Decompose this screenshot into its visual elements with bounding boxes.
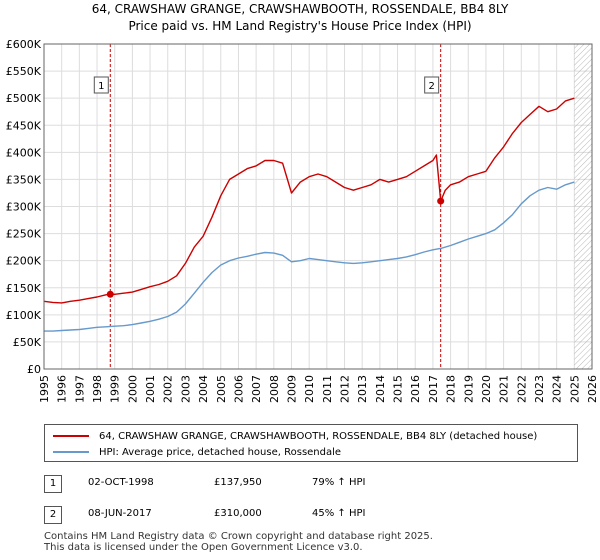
x-tick-label: 2005 <box>215 375 228 403</box>
y-tick-label: £250K <box>6 228 42 241</box>
y-tick-label: £0 <box>27 363 41 376</box>
marker-label: 1 <box>98 81 104 92</box>
legend: 64, CRAWSHAW GRANGE, CRAWSHAWBOOTH, ROSS… <box>44 424 578 462</box>
chart-title: 64, CRAWSHAW GRANGE, CRAWSHAWBOOTH, ROSS… <box>91 2 509 16</box>
y-tick-label: £50K <box>13 336 42 349</box>
transaction-marker-id: 1 <box>44 475 62 493</box>
y-tick-label: £200K <box>6 255 42 268</box>
x-tick-label: 2002 <box>162 375 175 403</box>
y-tick-label: £300K <box>6 201 42 214</box>
x-tick-label: 2013 <box>356 375 369 403</box>
transaction-hpi-change: 79% ↑ HPI <box>312 477 366 488</box>
marker-point <box>106 290 114 298</box>
y-tick-label: £100K <box>6 309 42 322</box>
series-line-hpi <box>44 181 575 332</box>
x-tick-label: 2015 <box>392 375 405 403</box>
legend-label-hpi: HPI: Average price, detached house, Ross… <box>99 446 342 458</box>
x-tick-label: 2007 <box>250 375 263 403</box>
future-hatch-region <box>574 44 592 369</box>
x-tick-label: 2019 <box>462 375 475 403</box>
transaction-hpi-change: 45% ↑ HPI <box>312 508 366 519</box>
marker-label-box <box>93 76 109 94</box>
x-tick-label: 2010 <box>303 375 316 403</box>
transaction-date: 02-OCT-1998 <box>88 477 154 488</box>
plot-frame <box>43 43 593 370</box>
y-tick-label: £500K <box>6 92 42 105</box>
chart-subtitle: Price paid vs. HM Land Registry's House … <box>128 19 472 33</box>
x-tick-label: 1997 <box>73 375 86 403</box>
legend-swatch-hpi <box>53 451 89 453</box>
x-tick-label: 1995 <box>38 375 51 403</box>
y-tick-label: £350K <box>6 173 42 186</box>
x-tick-label: 2020 <box>480 375 493 403</box>
marker-label-box <box>424 76 440 94</box>
x-tick-label: 2008 <box>268 375 281 403</box>
x-tick-label: 1999 <box>109 375 122 403</box>
transaction-price: £137,950 <box>214 477 262 488</box>
y-tick-label: £550K <box>6 65 42 78</box>
x-tick-label: 2022 <box>515 375 528 403</box>
y-tick-label: £600K <box>6 38 42 51</box>
x-tick-label: 2024 <box>551 375 564 403</box>
transaction-marker-id: 2 <box>44 506 62 524</box>
legend-label-property: 64, CRAWSHAW GRANGE, CRAWSHAWBOOTH, ROSS… <box>99 430 538 442</box>
transaction-price: £310,000 <box>214 508 262 519</box>
marker-label: 2 <box>428 81 434 92</box>
x-tick-label: 2003 <box>179 375 192 403</box>
footer-copyright: Contains HM Land Registry data © Crown c… <box>44 531 433 542</box>
y-tick-label: £450K <box>6 119 42 132</box>
x-tick-label: 2000 <box>126 375 139 403</box>
x-tick-label: 2016 <box>409 375 422 403</box>
x-tick-label: 2018 <box>445 375 458 403</box>
legend-item-hpi: HPI: Average price, detached house, Ross… <box>53 445 341 459</box>
x-tick-label: 2025 <box>568 375 581 403</box>
x-tick-label: 2011 <box>321 375 334 403</box>
series-line-property <box>43 97 575 304</box>
x-tick-label: 2009 <box>285 375 298 403</box>
x-tick-label: 1998 <box>91 375 104 403</box>
marker-point <box>437 197 445 205</box>
transaction-date: 08-JUN-2017 <box>88 508 152 519</box>
x-tick-label: 2023 <box>533 375 546 403</box>
x-tick-label: 2014 <box>374 375 387 403</box>
x-tick-label: 2004 <box>197 375 210 403</box>
footer-licence: This data is licensed under the Open Gov… <box>44 542 363 553</box>
y-tick-label: £400K <box>6 146 42 159</box>
y-tick-label: £150K <box>6 282 42 295</box>
x-tick-label: 2017 <box>427 375 440 403</box>
legend-item-property: 64, CRAWSHAW GRANGE, CRAWSHAWBOOTH, ROSS… <box>53 429 537 443</box>
price-chart: 1 2 £0 £50K £100K £150K £200K £250K £300K £350K £… <box>6 38 599 403</box>
x-tick-label: 2012 <box>339 375 352 403</box>
x-tick-label: 1996 <box>56 375 69 403</box>
x-tick-label: 2021 <box>498 375 511 403</box>
x-tick-label: 2001 <box>144 375 157 403</box>
legend-swatch-property <box>53 435 89 437</box>
x-tick-label: 2006 <box>232 375 245 403</box>
x-tick-label: 2026 <box>586 375 599 403</box>
